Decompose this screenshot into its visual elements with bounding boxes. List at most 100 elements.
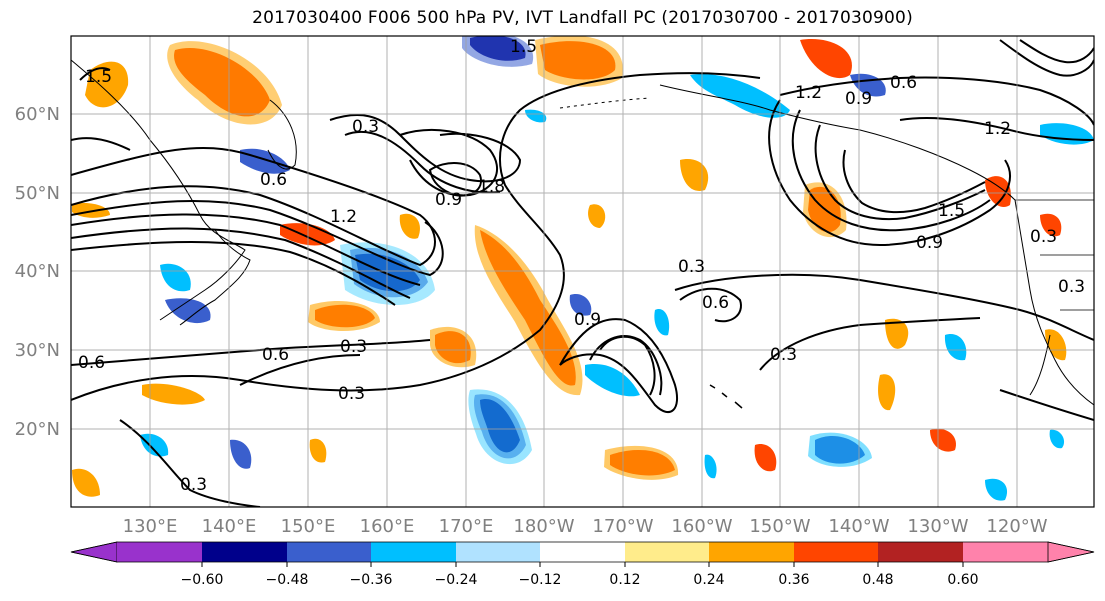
anomaly-blob xyxy=(85,61,129,108)
anomaly-blob xyxy=(690,74,790,118)
pv-contour xyxy=(239,354,361,386)
anomaly-blob xyxy=(930,428,956,452)
colorbar-segment xyxy=(540,542,625,562)
colorbar-tick-label: 0.12 xyxy=(609,572,640,588)
coastline-na-west xyxy=(1014,199,1094,406)
coastline-japan xyxy=(179,229,251,326)
colorbar-ticks: −0.60 −0.48 −0.36 −0.24 −0.12 0.12 0.24 … xyxy=(181,562,979,588)
lon-label: 130°E xyxy=(123,516,178,537)
anomaly-blob xyxy=(754,444,777,472)
colorbar-segment xyxy=(371,542,456,562)
pv-contour xyxy=(71,199,444,277)
anomaly-blob xyxy=(585,364,640,397)
anomaly-blob xyxy=(430,326,477,368)
colorbar-tick-label: 0.48 xyxy=(862,572,893,588)
contour-label: 0.3 xyxy=(180,475,207,495)
anomaly-blob xyxy=(1049,429,1065,449)
anomaly-blob xyxy=(535,36,623,87)
coastline-baja xyxy=(1029,334,1051,396)
anomaly-blob xyxy=(885,318,909,349)
pv-contour xyxy=(71,72,761,401)
contour-label: 0.9 xyxy=(916,233,943,253)
colorbar-segment xyxy=(709,542,794,562)
contour-label: 1.2 xyxy=(984,119,1011,139)
colorbar-tick-label: 0.24 xyxy=(693,572,724,588)
anomaly-blob xyxy=(588,204,606,228)
anomaly-blob xyxy=(473,394,526,459)
pv-contour xyxy=(1019,39,1094,64)
contour-label: 0.3 xyxy=(1030,227,1057,247)
lon-label: 120°W xyxy=(986,516,1047,537)
pv-contour xyxy=(791,109,991,232)
anomaly-blob xyxy=(800,39,852,79)
pv-contour xyxy=(344,130,501,194)
lon-label: 160°W xyxy=(671,516,732,537)
colorbar xyxy=(70,541,1095,563)
pv-contour xyxy=(71,147,436,267)
lat-label: 50°N xyxy=(15,183,60,204)
colorbar-segment xyxy=(287,542,371,562)
lon-label: 150°E xyxy=(281,516,336,537)
coastline-alaska xyxy=(659,84,1016,201)
anomaly-blob xyxy=(167,41,282,125)
colorbar-segment xyxy=(456,542,540,562)
lat-label: 30°N xyxy=(15,340,60,361)
colorbar-segment xyxy=(1047,541,1095,563)
pv-contour xyxy=(768,99,1011,247)
contour-label: 0.9 xyxy=(435,190,462,210)
colorbar-tick-label: −0.12 xyxy=(519,572,562,588)
lon-label: 130°W xyxy=(907,516,968,537)
contour-label: 0.6 xyxy=(260,170,287,190)
contour-label: 1.8 xyxy=(478,177,505,197)
pv-contour xyxy=(71,213,421,286)
map-frame xyxy=(70,35,1095,508)
graticule xyxy=(71,36,1094,507)
pv-contour xyxy=(779,76,1094,126)
pv-contour xyxy=(679,287,742,323)
anomaly-blob xyxy=(399,213,420,239)
anomaly-blob xyxy=(654,309,670,336)
anomaly-blob xyxy=(140,433,169,457)
anomaly-blob xyxy=(704,454,717,479)
contour-label: 0.6 xyxy=(78,353,105,373)
anomaly-blob xyxy=(985,478,1008,501)
contour-label: 1.5 xyxy=(510,37,537,57)
latitude-labels: 60°N 50°N 40°N 30°N 20°N xyxy=(15,104,60,440)
pv-contour xyxy=(79,67,111,81)
lat-label: 60°N xyxy=(15,104,60,125)
us-border xyxy=(1015,199,1094,311)
lon-label: 170°W xyxy=(592,516,653,537)
pv-contour xyxy=(899,117,1094,141)
pv-contour xyxy=(399,129,499,197)
anomaly-blob xyxy=(142,383,205,405)
contour-label: 0.3 xyxy=(678,257,705,277)
colorbar-tick-label: −0.60 xyxy=(181,572,224,588)
anomaly-blob xyxy=(944,334,967,361)
pv-contour xyxy=(119,419,261,507)
anomaly-blob xyxy=(680,159,709,191)
coastline-asia xyxy=(71,59,246,321)
anomaly-blob xyxy=(230,439,252,469)
contour-label: 0.3 xyxy=(1058,277,1085,297)
aleutians xyxy=(559,97,651,109)
anomaly-blob xyxy=(468,389,532,465)
anomaly-blob xyxy=(165,298,211,324)
colorbar-tick-label: −0.36 xyxy=(350,572,393,588)
lat-label: 40°N xyxy=(15,261,60,282)
pv-contours xyxy=(71,39,1094,507)
pv-contour xyxy=(71,241,396,306)
coastlines xyxy=(71,59,1094,409)
contour-label: 0.9 xyxy=(574,310,601,330)
contour-label: 0.6 xyxy=(262,345,289,365)
colorbar-segment xyxy=(878,542,963,562)
colorbar-outline xyxy=(70,541,1095,563)
colorbar-segment xyxy=(117,542,202,562)
pv-contour xyxy=(999,389,1094,421)
pv-contour xyxy=(559,318,678,413)
contour-label: 0.3 xyxy=(338,384,365,404)
contour-label: 1.2 xyxy=(795,83,822,103)
colorbar-segment xyxy=(794,542,878,562)
chart-title: 2017030400 F006 500 hPa PV, IVT Landfall… xyxy=(252,8,913,28)
colorbar-segment xyxy=(625,542,709,562)
anomaly-blob xyxy=(569,294,592,316)
